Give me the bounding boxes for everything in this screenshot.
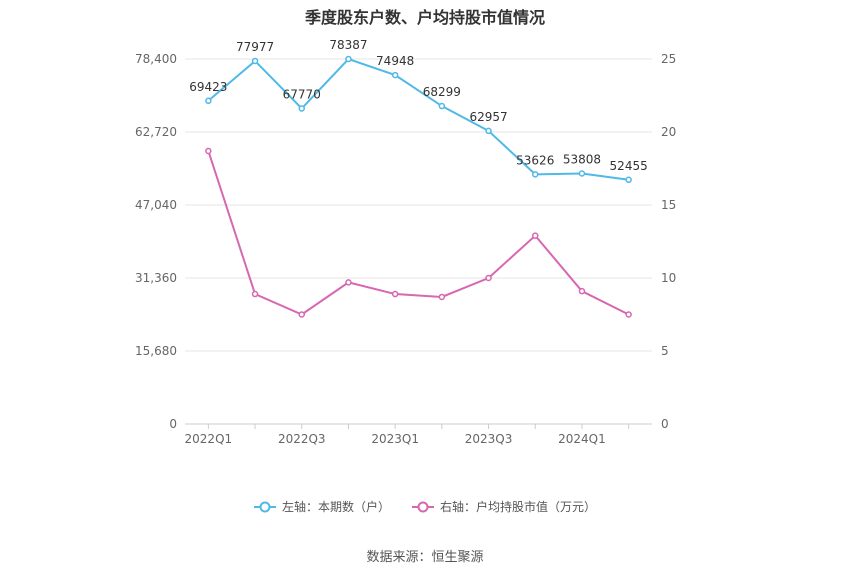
data-label: 77977 xyxy=(236,40,274,54)
data-point[interactable] xyxy=(438,293,446,301)
left-axis-tick-label: 62,720 xyxy=(135,125,177,139)
data-label: 67770 xyxy=(283,87,321,101)
x-axis-tick-label: 2023Q1 xyxy=(371,432,419,446)
data-label: 69423 xyxy=(189,80,227,94)
data-label: 53808 xyxy=(563,152,601,166)
data-label: 53626 xyxy=(516,153,554,167)
legend-label: 左轴：本期数（户） xyxy=(281,500,390,514)
grid xyxy=(185,58,652,425)
left-axis-tick-label: 78,400 xyxy=(135,52,177,66)
data-labels: 69423 77977 67770 78387 74948 68299 62957 53626… xyxy=(189,38,647,173)
data-point[interactable] xyxy=(532,171,539,178)
legend-item-right-series[interactable]: 右轴：户均持股市值（万元） xyxy=(412,498,596,515)
data-point[interactable] xyxy=(485,274,492,282)
data-label: 78387 xyxy=(329,38,367,52)
series xyxy=(205,55,632,318)
data-point[interactable] xyxy=(251,57,259,65)
series-line xyxy=(207,57,629,181)
data-point[interactable] xyxy=(578,170,586,177)
left-axis-tick-label: 47,040 xyxy=(135,198,177,212)
data-label: 52455 xyxy=(610,159,648,173)
data-point[interactable] xyxy=(298,311,305,318)
legend-line-marker-icon xyxy=(412,501,434,512)
right-axis-tick-label: 0 xyxy=(661,417,669,431)
right-axis-tick-label: 15 xyxy=(661,198,676,212)
data-point[interactable] xyxy=(251,290,259,298)
data-point[interactable] xyxy=(391,71,399,79)
x-axis-tick-label: 2022Q3 xyxy=(278,432,326,446)
x-axis-tick-label: 2024Q1 xyxy=(558,432,606,446)
left-axis-tick-label: 31,360 xyxy=(135,271,177,285)
data-label: 62957 xyxy=(469,110,507,124)
right-axis-tick-label: 10 xyxy=(661,271,676,285)
right-axis-tick-label: 5 xyxy=(661,344,669,358)
data-point[interactable] xyxy=(485,127,492,135)
source-note: 数据来源：恒生聚源 xyxy=(366,550,484,565)
data-point[interactable] xyxy=(532,232,539,239)
legend-label: 右轴：户均持股市值（万元） xyxy=(440,500,597,514)
data-label: 68299 xyxy=(423,85,461,99)
data-label: 74948 xyxy=(376,54,414,68)
left-axis-tick-label: 0 xyxy=(169,417,177,431)
left-axis-tick-label: 15,680 xyxy=(135,344,177,358)
x-axis-tick-label: 2023Q3 xyxy=(465,432,513,446)
data-point[interactable] xyxy=(205,97,212,105)
series-line xyxy=(207,150,630,316)
data-point[interactable] xyxy=(205,147,212,155)
legend-line-marker-icon xyxy=(253,501,276,512)
data-point[interactable] xyxy=(438,102,446,110)
x-axis-tick-label: 2022Q1 xyxy=(185,432,233,446)
chart-title: 季度股东户数、户均持股市值情况 xyxy=(304,8,545,27)
legend-item-left-series[interactable]: 左轴：本期数（户） xyxy=(253,498,390,515)
data-point[interactable] xyxy=(345,55,352,63)
right-axis-tick-label: 20 xyxy=(661,125,676,139)
data-point[interactable] xyxy=(391,290,399,298)
data-point[interactable] xyxy=(625,311,632,318)
data-point[interactable] xyxy=(578,287,586,295)
data-point[interactable] xyxy=(298,105,305,112)
data-point[interactable] xyxy=(625,176,632,184)
legend: 左轴：本期数（户） 右轴：户均持股市值（万元） xyxy=(0,498,850,515)
data-point[interactable] xyxy=(345,279,352,286)
right-axis-tick-label: 25 xyxy=(661,52,676,66)
axes: 0 0 15,680 5 31,360 10 47,040 15 62,720 20 78,400 2… xyxy=(135,52,676,446)
